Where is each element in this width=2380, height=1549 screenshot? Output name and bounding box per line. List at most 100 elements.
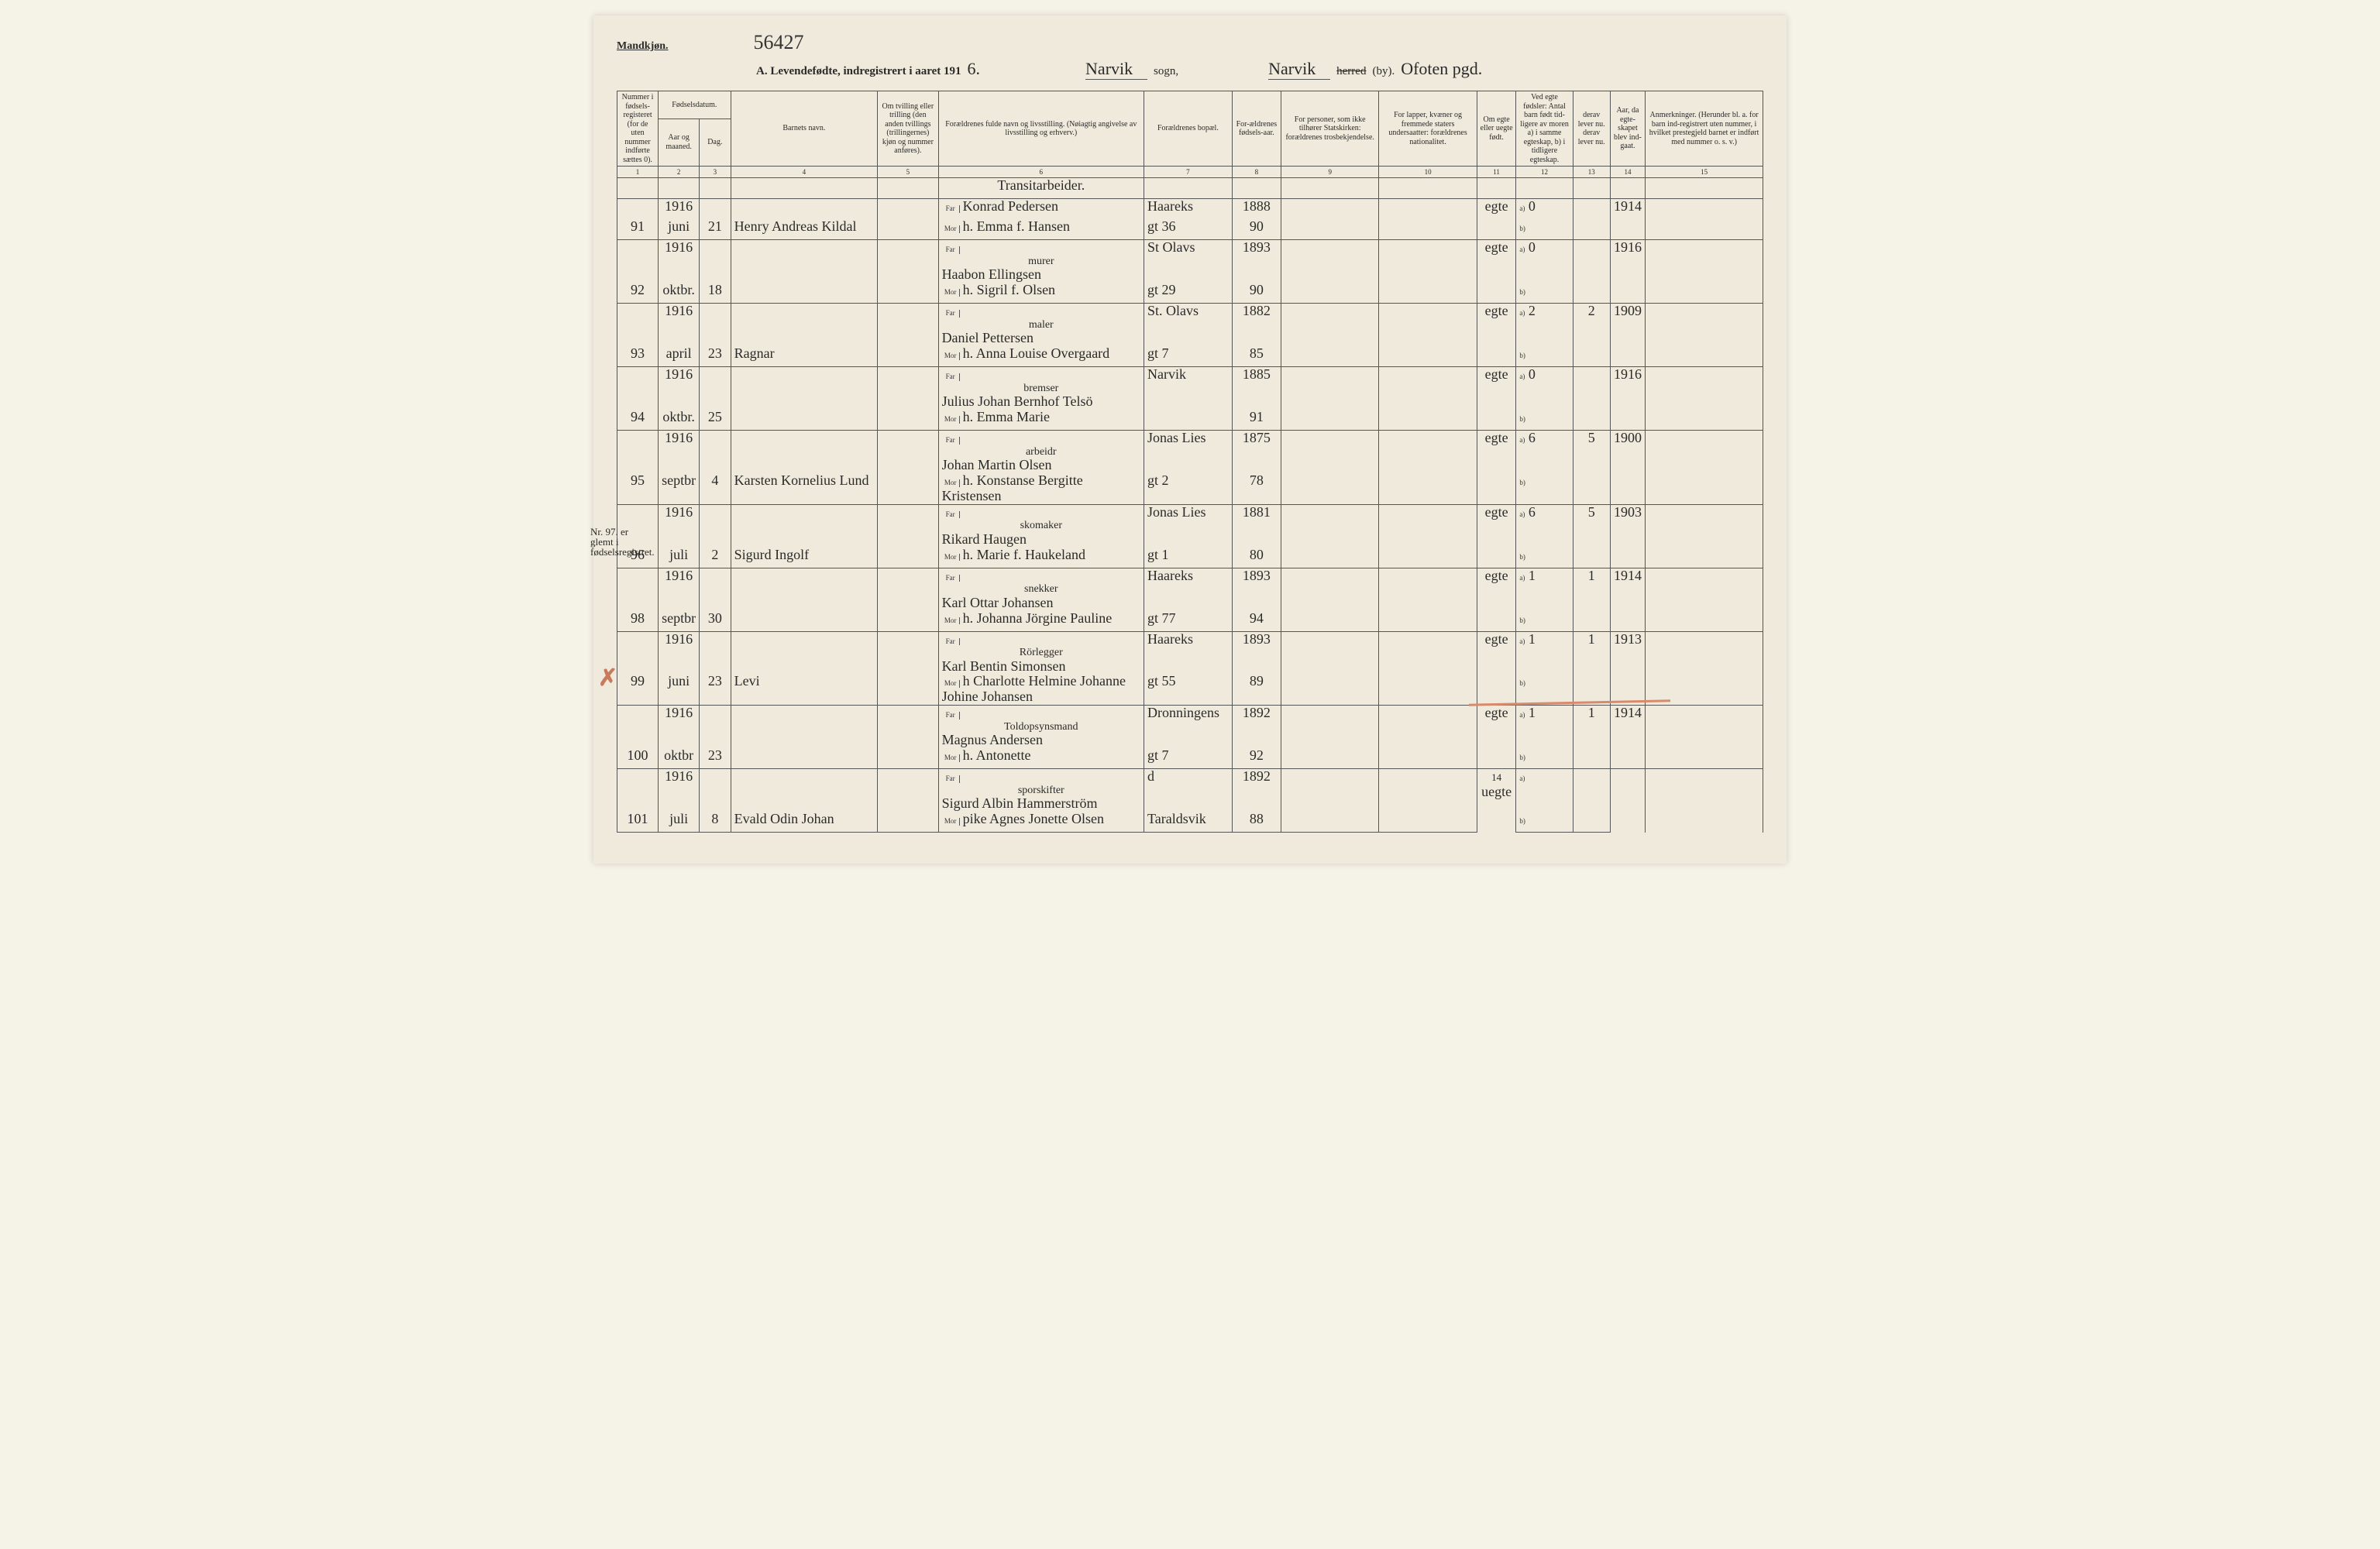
cell	[1281, 611, 1378, 632]
cell: Morh. Antonette	[938, 748, 1144, 769]
register-table: Nummer i fødsels-registeret (for de uten…	[617, 91, 1763, 833]
cell	[1379, 611, 1477, 632]
cell	[1379, 548, 1477, 568]
column-numbers-row: 123456789101112131415	[617, 167, 1763, 178]
cell	[878, 504, 938, 547]
cell: FarKonrad Pedersen	[938, 199, 1144, 220]
herred-value: Narvik	[1268, 59, 1330, 80]
column-number: 5	[878, 167, 938, 178]
cell	[1379, 631, 1477, 674]
column-number: 11	[1477, 167, 1516, 178]
cell	[878, 812, 938, 833]
cell: 90	[1232, 219, 1281, 240]
cell	[731, 611, 878, 632]
cell: Morh. Emma Marie	[938, 410, 1144, 431]
cell: egte	[1477, 240, 1516, 304]
column-number: 1	[617, 167, 659, 178]
cell: FararbeidrJohan Martin Olsen	[938, 430, 1144, 472]
cell	[1379, 812, 1477, 833]
cell: egte	[1477, 430, 1516, 504]
cell	[617, 769, 659, 812]
cell: 5	[1573, 430, 1610, 472]
cell: egte	[1477, 303, 1516, 366]
cell: oktbr.	[659, 410, 700, 431]
cell: Morh. Marie f. Haukeland	[938, 548, 1144, 568]
cell: juli	[659, 812, 700, 833]
cell	[878, 240, 938, 283]
cell: 100	[617, 748, 659, 769]
year-suffix: 6.	[968, 59, 981, 79]
cell	[1281, 769, 1378, 812]
cell	[1646, 199, 1763, 240]
cell	[700, 568, 731, 610]
col-header: Anmerkninger. (Herunder bl. a. for barn …	[1646, 91, 1763, 167]
cell: 1916	[659, 430, 700, 472]
table-row: 1916FarbremserJulius Johan Bernhof Telsö…	[617, 366, 1763, 409]
cell: Haareks	[1144, 199, 1233, 220]
cell	[731, 410, 878, 431]
cell: Ragnar	[731, 346, 878, 367]
cell	[1573, 611, 1610, 632]
cell: 92	[1232, 748, 1281, 769]
cell	[1646, 240, 1763, 304]
cell	[878, 568, 938, 610]
table-row: 95septbr4Karsten Kornelius LundMorh. Kon…	[617, 473, 1763, 504]
cell	[617, 366, 659, 409]
cell	[878, 366, 938, 409]
table-row: 98septbr30Morh. Johanna Jörgine Paulineg…	[617, 611, 1763, 632]
column-number: 3	[700, 167, 731, 178]
col-header: Ved egte fødsler: Antal barn født tid-li…	[1516, 91, 1573, 167]
cell	[1379, 430, 1477, 472]
cell: egte	[1477, 504, 1516, 568]
cell	[1281, 178, 1378, 199]
cell: Jonas Lies	[1144, 430, 1233, 472]
cell: 1916	[659, 240, 700, 283]
cell	[1379, 568, 1477, 610]
cell: gt 77	[1144, 611, 1233, 632]
cell: 92	[617, 283, 659, 304]
cell: 8	[700, 812, 731, 833]
cell: b)	[1516, 748, 1573, 769]
cell: gt 7	[1144, 346, 1233, 367]
cell: 1916	[659, 706, 700, 748]
cell	[1646, 430, 1763, 504]
cell	[1281, 568, 1378, 610]
cell	[1281, 346, 1378, 367]
cell: a) 6	[1516, 430, 1573, 472]
cell	[1281, 674, 1378, 705]
cell: 1	[1573, 631, 1610, 674]
cell	[878, 283, 938, 304]
cell: egte	[1477, 706, 1516, 769]
cell: 1881	[1232, 504, 1281, 547]
cell	[731, 769, 878, 812]
cell: Henry Andreas Kildal	[731, 219, 878, 240]
cell	[1646, 178, 1763, 199]
cell	[878, 410, 938, 431]
col-header: Om tvilling eller trilling (den anden tv…	[878, 91, 938, 167]
cell: gt 55	[1144, 674, 1233, 705]
cell: 1916	[1610, 366, 1646, 430]
cell: Taraldsvik	[1144, 812, 1233, 833]
cell	[1281, 430, 1378, 472]
cell	[878, 199, 938, 220]
cell: b)	[1516, 410, 1573, 431]
cell: 78	[1232, 473, 1281, 504]
cell: 5	[1573, 504, 1610, 547]
cell: 1916	[659, 366, 700, 409]
cell: egte	[1477, 631, 1516, 706]
cell: 94	[617, 410, 659, 431]
cell: a) 0	[1516, 199, 1573, 220]
cell: 89	[1232, 674, 1281, 705]
cell: gt 7	[1144, 748, 1233, 769]
cell	[1573, 769, 1610, 812]
cell: 1893	[1232, 568, 1281, 610]
cell	[731, 706, 878, 748]
cell	[1573, 219, 1610, 240]
cell	[1281, 548, 1378, 568]
pgd-value: Ofoten pgd.	[1401, 59, 1482, 79]
cell: Morh. Konstanse Bergitte Kristensen	[938, 473, 1144, 504]
cell: a) 1	[1516, 706, 1573, 748]
col-header: Nummer i fødsels-registeret (for de uten…	[617, 91, 659, 167]
cell	[878, 303, 938, 345]
cell: b)	[1516, 548, 1573, 568]
